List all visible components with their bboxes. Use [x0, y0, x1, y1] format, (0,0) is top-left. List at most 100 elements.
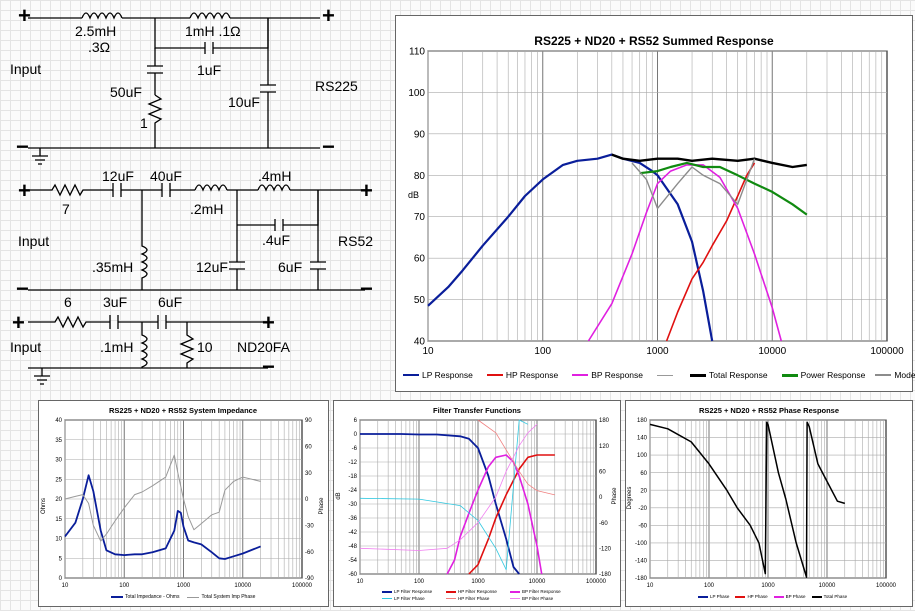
filter-transfer-chart: Filter Transfer Functions dB Phase 60-6-…	[336, 406, 618, 585]
legend-impedance: Total Impedance - Ohms	[125, 594, 180, 600]
y2-tick-label: -180	[599, 572, 612, 578]
y2-tick-label: 0	[599, 495, 603, 501]
x-tick-label: 100000	[586, 579, 607, 585]
plus-sign: +	[12, 310, 25, 335]
nd20-c2: 6uF	[158, 294, 182, 310]
x-tick-label: 100	[534, 346, 551, 357]
series-line	[649, 421, 846, 578]
legend-swatch	[111, 596, 123, 598]
y-tick-label: -100	[635, 541, 648, 547]
series-line	[477, 419, 555, 496]
y-tick-label: -180	[635, 576, 648, 582]
y-tick-label: -30	[348, 502, 357, 508]
x-tick-label: 100	[704, 583, 715, 589]
y-tick-label: -20	[638, 506, 647, 512]
rs52-l2: .2mH	[190, 201, 223, 217]
y-tick-label: -140	[635, 559, 648, 565]
y2-tick-label: -90	[305, 576, 314, 582]
y-tick-label: -42	[348, 530, 357, 536]
nd20-l1: .1mH	[100, 339, 133, 355]
series-line	[468, 454, 555, 575]
chart-title: Filter Transfer Functions	[433, 406, 521, 415]
phase-legend: LP Phase HP Phase BP Phase Total Phase	[698, 594, 847, 599]
series-line	[587, 164, 783, 342]
series-line	[360, 433, 520, 575]
y-tick-label: -18	[348, 474, 357, 480]
x-tick-label: 1000	[177, 583, 191, 589]
y2-tick-label: -30	[305, 523, 314, 529]
impedance-chart: RS225 + ND20 + RS52 System Impedance Ohm…	[41, 406, 325, 589]
legend-bp-resp: BP Filter Response	[522, 589, 561, 594]
plus-sign: +	[360, 178, 373, 203]
y-tick-label: 180	[637, 418, 648, 424]
y-tick-label: -36	[348, 516, 357, 522]
y-tick-label: 140	[637, 436, 648, 442]
x-tick-label: 10	[357, 579, 364, 585]
chart-title: RS225 + ND20 + RS52 System Impedance	[109, 406, 257, 415]
legend-modeled: Modeled	[894, 370, 915, 380]
legend-swatch	[690, 373, 707, 377]
legend-swatch	[811, 595, 822, 598]
y-tick-label: 20	[55, 497, 62, 503]
legend-swatch	[657, 374, 674, 376]
plus-sign: +	[18, 178, 31, 203]
y-tick-label: 100	[408, 88, 425, 99]
filter-legend-row1: LP Filter Response HP Filter Response BP…	[382, 589, 561, 594]
nd20-r-out: 10	[197, 339, 213, 355]
legend-imp-phase: Total System Imp Phase	[201, 594, 256, 600]
y2-tick-label: -60	[305, 550, 314, 556]
y-tick-label: -60	[348, 572, 357, 578]
plus-sign: +	[18, 3, 31, 28]
filter-legend-row2: LP Filter Phase HP Filter Phase BP Filte…	[382, 596, 553, 601]
y-tick-label: -24	[348, 488, 357, 494]
legend-hp-phase: HP Phase	[747, 594, 768, 599]
y-tick-label: 35	[55, 438, 62, 444]
legend-lp-resp: LP Filter Response	[394, 589, 433, 594]
y-axis-label-right: Phase	[612, 487, 618, 505]
y2-tick-label: 120	[599, 444, 610, 450]
legend-swatch	[875, 374, 892, 376]
summed-response-panel: RS225 + ND20 + RS52 Summed Response dB 1…	[395, 15, 915, 392]
y-tick-label: 0	[59, 576, 63, 582]
y-axis-label: Degrees	[627, 487, 633, 510]
y-tick-label: 10	[55, 537, 62, 543]
y-tick-label: 60	[640, 471, 647, 477]
legend-swatch	[446, 590, 456, 593]
y-tick-label: -6	[352, 446, 358, 452]
plus-sign: +	[262, 310, 275, 335]
rs52-c-shunt: 12uF	[196, 259, 228, 275]
y-tick-label: 5	[59, 556, 63, 562]
legend-swatch	[382, 598, 392, 599]
rs225-c-out: 10uF	[228, 94, 260, 110]
y-tick-label: -48	[348, 544, 357, 550]
y2-tick-label: -60	[599, 521, 608, 527]
rs52-l1: .35mH	[92, 259, 133, 275]
y-tick-label: 40	[55, 418, 62, 424]
legend-bp-phase: BP Phase	[785, 594, 806, 599]
y-axis-label: dB	[408, 190, 419, 200]
y-tick-label: 70	[414, 212, 426, 223]
x-tick-label: 10	[422, 346, 434, 357]
y-tick-label: 6	[354, 418, 358, 424]
rs225-input-label: Input	[10, 61, 41, 77]
x-tick-label: 100	[414, 579, 425, 585]
x-tick-label: 10000	[234, 583, 251, 589]
y2-tick-label: 30	[305, 471, 312, 477]
minus-sign: −	[262, 354, 275, 379]
series-line	[611, 153, 807, 169]
y-tick-label: 50	[414, 295, 426, 306]
x-tick-label: 100000	[292, 583, 313, 589]
y-tick-label: 90	[414, 129, 426, 140]
x-tick-label: 1000	[471, 579, 485, 585]
y-tick-label: -60	[638, 523, 647, 529]
rs225-l1-value: 2.5mH	[75, 23, 116, 39]
x-tick-label: 1000	[646, 346, 669, 357]
legend-bp-phase: BP Filter Phase	[522, 596, 554, 601]
x-tick-label: 1000	[761, 583, 775, 589]
y-tick-label: 60	[414, 254, 426, 265]
nd20-c1: 3uF	[103, 294, 127, 310]
rs225-l1-res: .3Ω	[88, 39, 110, 55]
nd20-r-in: 6	[64, 294, 72, 310]
x-tick-label: 10000	[529, 579, 546, 585]
series-line	[64, 454, 261, 542]
